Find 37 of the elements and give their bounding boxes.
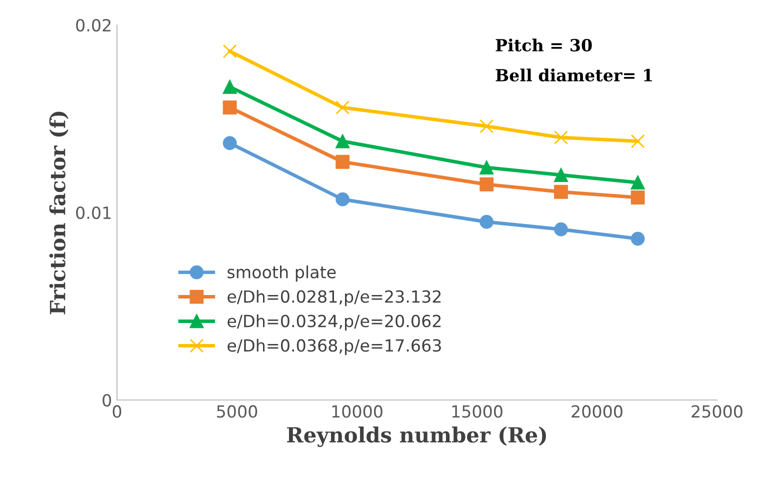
legend-label: smooth plate bbox=[228, 265, 336, 282]
point bbox=[222, 80, 237, 94]
x-tick-label: 15000 bbox=[452, 405, 502, 418]
x-tick-label: 10000 bbox=[332, 405, 382, 418]
annotation: Pitch = 30 bbox=[496, 38, 592, 52]
point bbox=[554, 168, 568, 182]
x-tick-label: 0 bbox=[112, 405, 122, 418]
y-tick-label: 0 bbox=[102, 394, 112, 407]
legend-label: e/Dh=0.0281,p/e=23.132 bbox=[228, 290, 441, 306]
point bbox=[554, 130, 568, 144]
point bbox=[480, 160, 494, 174]
y-tick-label: 0.01 bbox=[76, 206, 111, 220]
point bbox=[480, 214, 494, 229]
point bbox=[480, 119, 494, 134]
point bbox=[336, 134, 350, 148]
point bbox=[480, 177, 494, 192]
point bbox=[630, 190, 645, 204]
point bbox=[630, 176, 645, 190]
legend-label: e/Dh=0.0368,p/e=17.663 bbox=[228, 338, 441, 355]
x-axis-title: Reynolds number (Re) bbox=[287, 426, 546, 448]
x-tick-label: 5000 bbox=[217, 405, 258, 418]
point bbox=[336, 192, 350, 206]
point bbox=[222, 100, 237, 114]
x-tick-label: 25000 bbox=[692, 405, 742, 418]
annotation: Bell diameter= 1 bbox=[496, 68, 652, 82]
point bbox=[336, 100, 350, 114]
legend-label: e/Dh=0.0324,p/e=20.062 bbox=[228, 314, 441, 331]
x-tick-label: 20000 bbox=[572, 405, 622, 418]
point bbox=[222, 136, 237, 150]
point bbox=[630, 232, 645, 246]
point bbox=[630, 134, 645, 148]
point bbox=[336, 154, 350, 169]
point bbox=[222, 44, 237, 58]
point bbox=[554, 222, 568, 236]
y-tick-label: 0.02 bbox=[76, 18, 110, 32]
point bbox=[554, 184, 568, 199]
y-axis-title: Friction factor (f) bbox=[49, 112, 68, 314]
